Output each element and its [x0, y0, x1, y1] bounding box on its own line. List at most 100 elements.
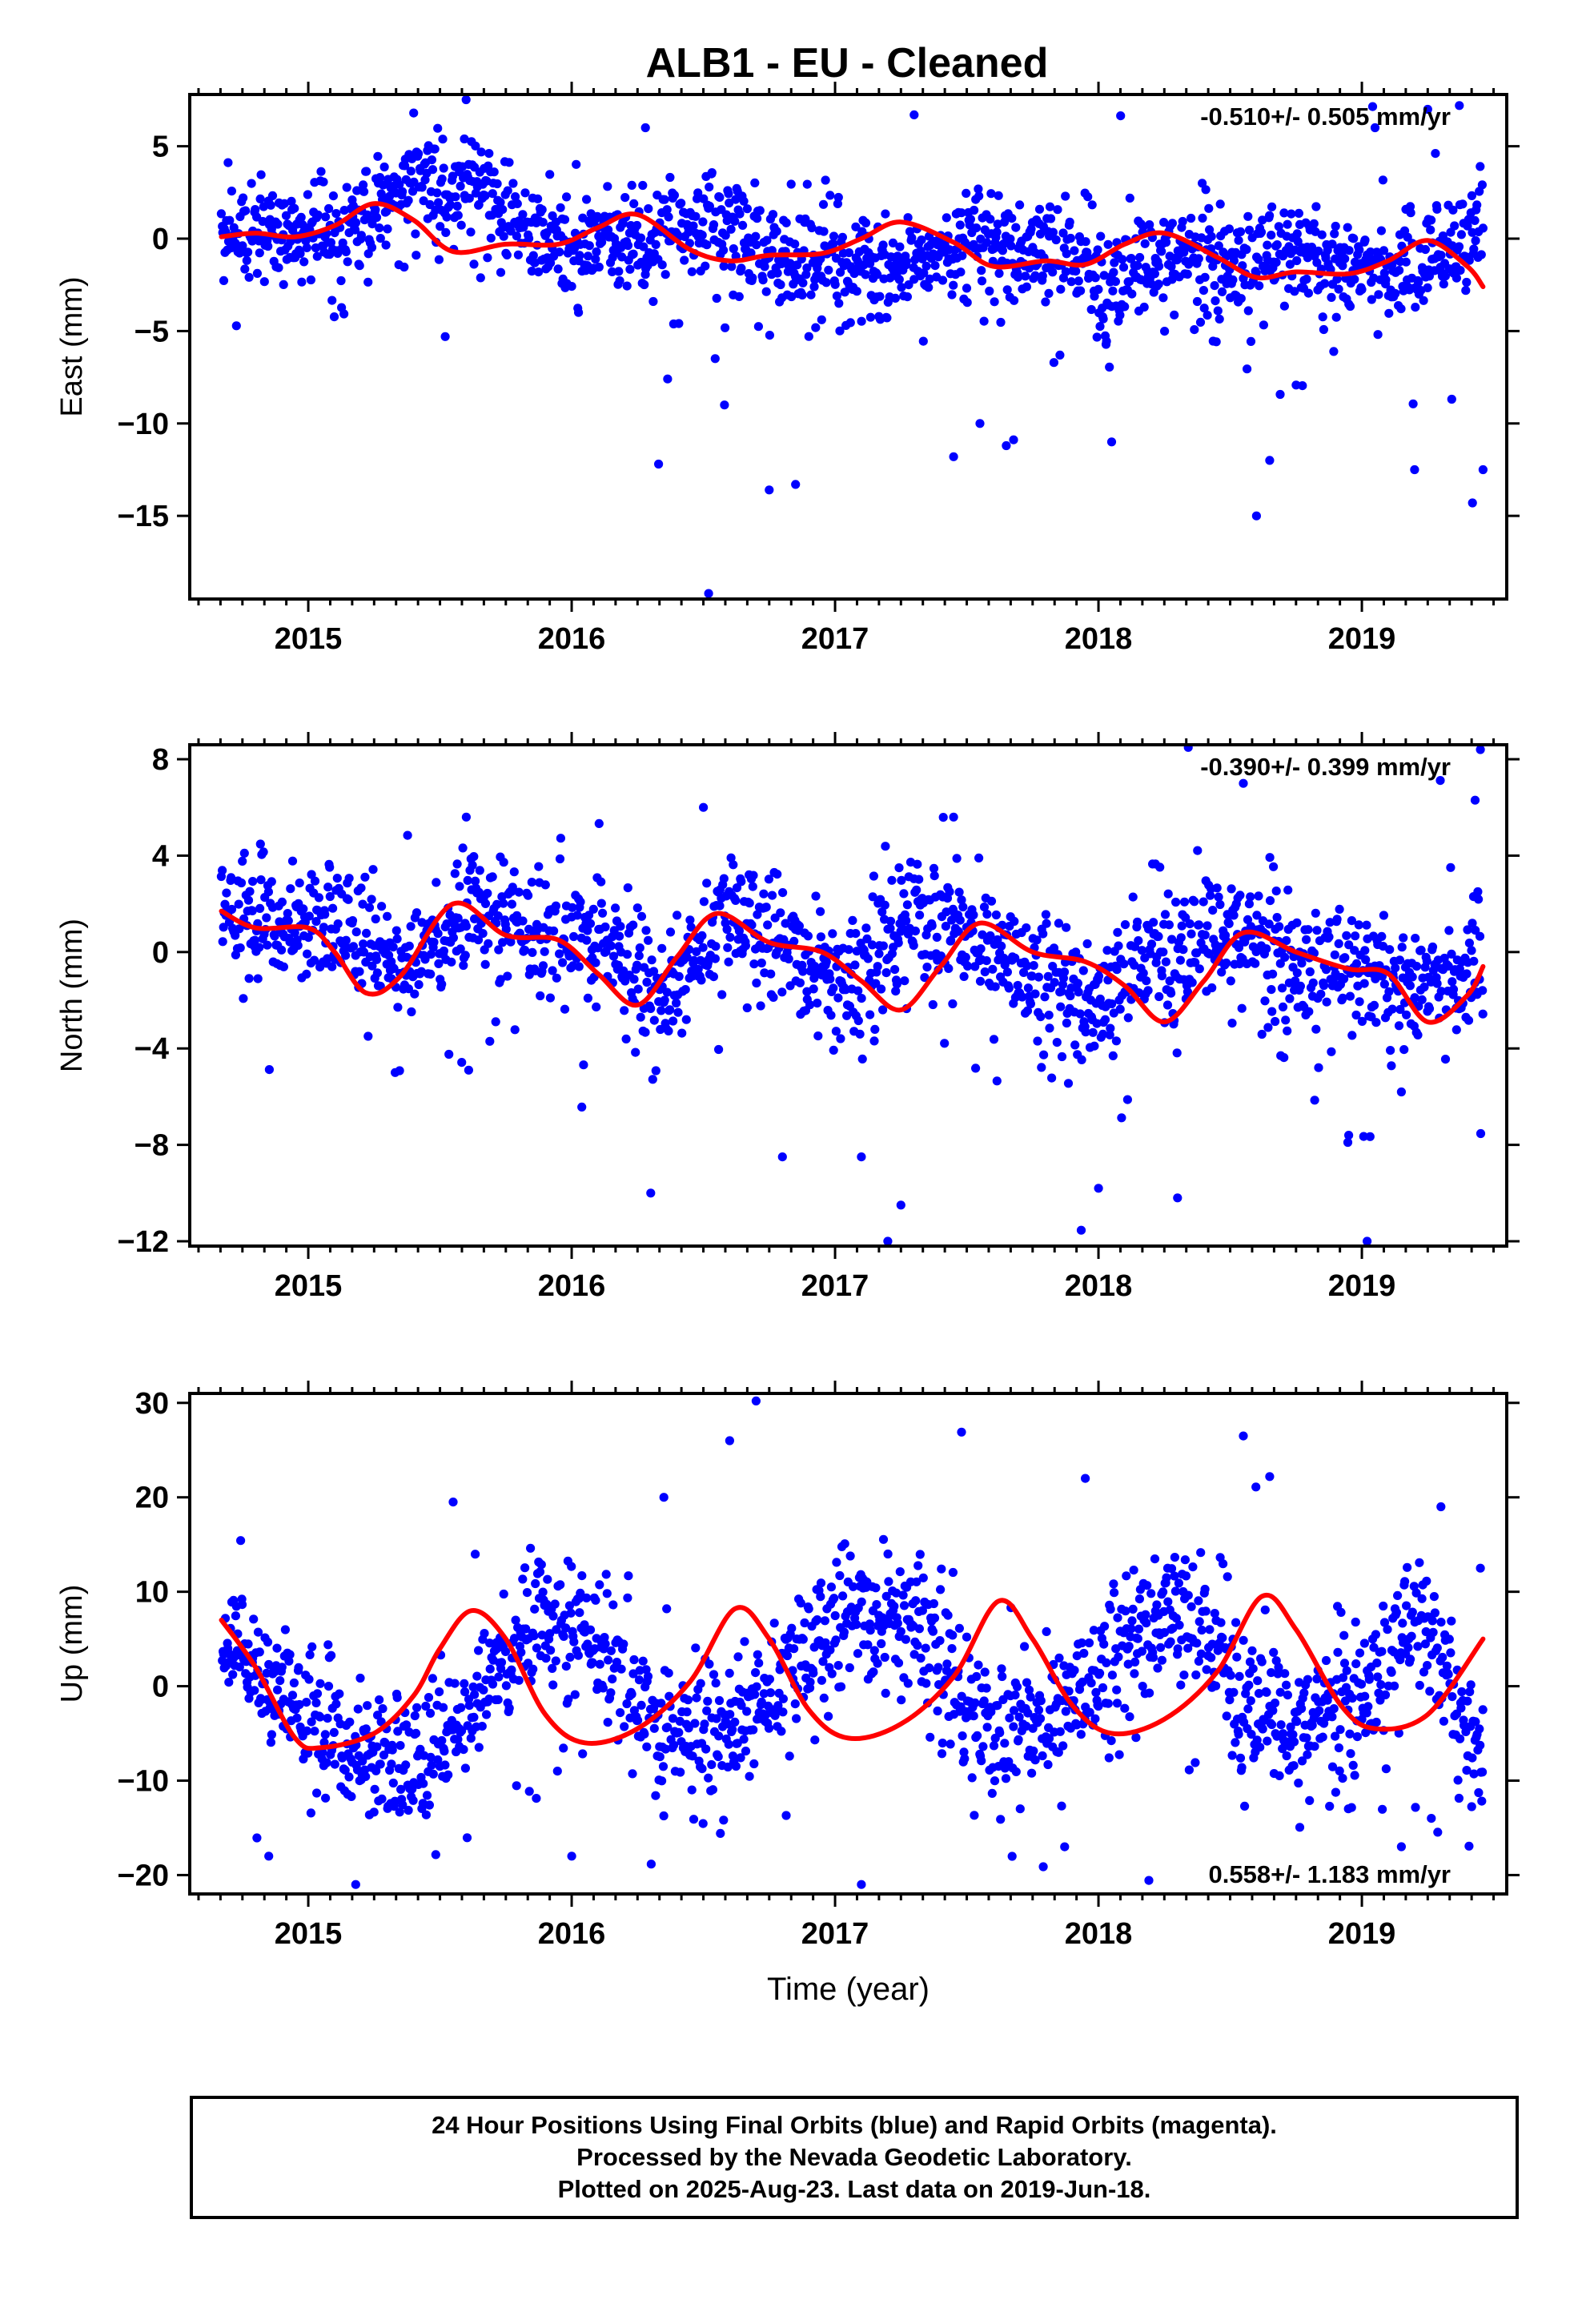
data-point — [681, 985, 690, 995]
data-point — [472, 1671, 482, 1681]
data-point — [548, 1611, 558, 1621]
data-point — [548, 1663, 557, 1673]
data-point — [1185, 919, 1195, 929]
data-point — [982, 956, 991, 966]
data-point — [623, 240, 633, 251]
data-point — [1467, 191, 1476, 200]
data-point — [969, 910, 978, 920]
data-point — [1244, 899, 1254, 909]
data-point — [708, 1785, 718, 1795]
data-point — [1113, 1613, 1122, 1622]
data-point — [1060, 1842, 1070, 1852]
data-point — [483, 888, 492, 899]
data-point — [1275, 389, 1285, 400]
data-point — [769, 992, 778, 1002]
data-point — [1439, 1716, 1448, 1726]
data-point — [1235, 891, 1245, 900]
outlier-point — [957, 1427, 966, 1437]
data-point — [1059, 967, 1070, 977]
data-point — [1015, 200, 1025, 210]
data-point — [341, 951, 351, 960]
data-point — [359, 187, 369, 196]
data-point — [307, 1717, 316, 1727]
data-point — [807, 223, 817, 233]
data-point — [1126, 254, 1136, 263]
data-point — [942, 213, 951, 223]
data-point — [1371, 1018, 1381, 1027]
data-point — [1092, 1019, 1102, 1028]
data-point — [861, 218, 871, 227]
data-point — [601, 1570, 611, 1579]
data-point — [957, 208, 966, 218]
data-point — [714, 1044, 724, 1055]
data-point — [690, 1719, 700, 1728]
data-point — [459, 960, 468, 971]
data-point — [776, 908, 785, 918]
data-point — [274, 263, 283, 272]
data-point — [1462, 277, 1472, 287]
data-point — [388, 1778, 398, 1788]
data-point — [546, 258, 556, 267]
data-point — [646, 1003, 656, 1013]
data-point — [850, 960, 860, 970]
data-point — [1432, 979, 1442, 988]
data-point — [1246, 336, 1256, 346]
data-point — [222, 888, 231, 898]
data-point — [304, 1675, 314, 1684]
data-point — [857, 316, 866, 326]
data-point — [1026, 1692, 1035, 1702]
data-point — [577, 1102, 587, 1112]
data-point — [1227, 1751, 1237, 1760]
x-tick-label: 2016 — [538, 622, 606, 656]
data-point — [1215, 899, 1225, 910]
data-point — [937, 1564, 946, 1574]
data-point — [1239, 1635, 1248, 1645]
data-point — [750, 178, 760, 187]
data-point — [664, 1026, 673, 1035]
data-point — [1166, 1637, 1175, 1647]
data-point — [631, 1047, 640, 1057]
data-point — [538, 961, 548, 971]
data-point — [719, 1815, 729, 1825]
data-point — [1283, 219, 1292, 229]
data-point — [520, 1563, 530, 1573]
data-point — [1357, 1016, 1367, 1026]
data-point — [1229, 1687, 1239, 1697]
data-point — [882, 313, 892, 323]
data-point — [344, 1772, 354, 1782]
data-point — [863, 954, 873, 963]
data-point — [899, 1601, 909, 1610]
east-fit-line — [219, 201, 1486, 289]
data-point — [995, 1728, 1005, 1738]
data-point — [1154, 261, 1164, 271]
data-point — [692, 947, 701, 956]
data-point — [821, 175, 830, 185]
data-point — [1096, 231, 1106, 241]
data-point — [893, 1618, 902, 1628]
data-point — [564, 1601, 575, 1610]
data-point — [1146, 939, 1157, 949]
data-point — [896, 1626, 905, 1636]
data-point — [688, 1751, 697, 1761]
data-point — [698, 217, 708, 227]
east-rate-label: -0.510+/- 0.505 mm/yr — [1200, 103, 1451, 131]
data-point — [527, 267, 536, 276]
data-point — [1208, 262, 1218, 271]
data-point — [973, 1731, 982, 1740]
data-point — [432, 188, 442, 198]
data-point — [638, 1656, 648, 1666]
data-point — [311, 1698, 321, 1707]
data-point — [582, 935, 592, 945]
data-point — [672, 998, 681, 1008]
data-point — [693, 188, 703, 198]
data-point — [483, 253, 492, 263]
data-point — [448, 933, 459, 943]
data-point — [638, 180, 648, 191]
data-point — [496, 267, 506, 277]
data-point — [753, 214, 762, 223]
data-point — [794, 921, 805, 931]
data-point — [462, 1833, 472, 1843]
data-point — [1345, 991, 1355, 1001]
data-point — [1192, 1638, 1202, 1648]
data-point — [608, 1600, 618, 1610]
